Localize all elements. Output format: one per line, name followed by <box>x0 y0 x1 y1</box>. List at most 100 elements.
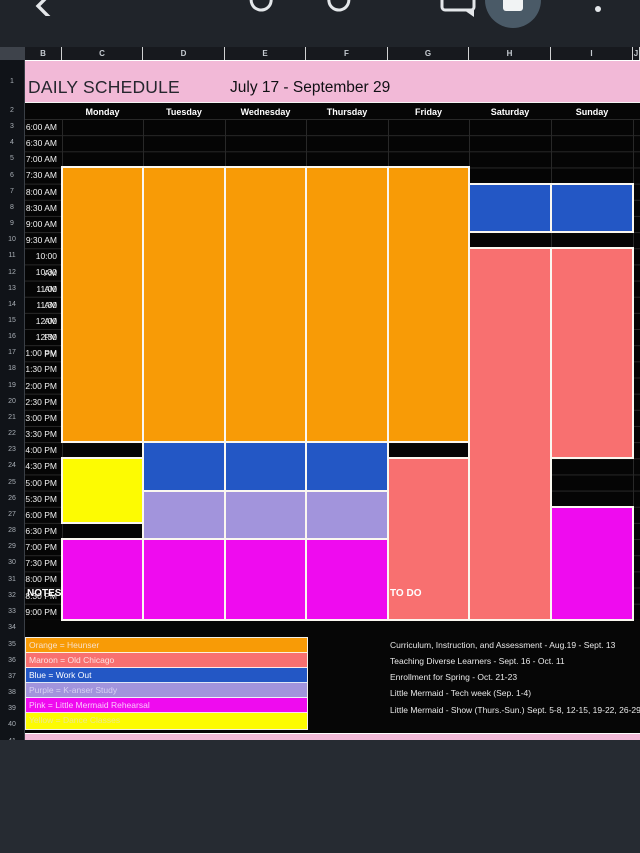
schedule-grid[interactable]: 6:00 AM 6:30 AM 7:00 AM 7:30 AM 8:00 AM 8:30 … <box>25 119 640 621</box>
schedule-block-monday-yellow[interactable] <box>61 457 144 524</box>
row-header-4[interactable]: 4 <box>10 139 14 147</box>
row-header-7[interactable]: 7 <box>10 187 14 195</box>
row-header-12[interactable]: 12 <box>8 268 16 276</box>
schedule-block-saturday-salmon[interactable] <box>468 247 552 621</box>
schedule-block-wednesday-magenta[interactable] <box>224 538 307 621</box>
schedule-block-friday-orange[interactable] <box>387 166 470 444</box>
schedule-block-thursday-blue[interactable] <box>305 441 389 492</box>
todo-item[interactable]: Little Mermaid - Show (Thurs.-Sun.) Sept… <box>390 704 640 715</box>
schedule-block-sunday-magenta[interactable] <box>550 505 634 621</box>
column-header-G[interactable]: G <box>388 47 469 60</box>
redo-icon[interactable] <box>324 0 354 14</box>
column-header-D[interactable]: D <box>143 47 225 60</box>
schedule-block-friday-salmon[interactable] <box>387 457 470 621</box>
column-header-F[interactable]: F <box>306 47 388 60</box>
column-header-J[interactable]: J <box>633 47 640 60</box>
legend-row-yellow[interactable]: Yellow = Dance Classes <box>26 713 307 729</box>
time-cell[interactable]: 1:00 PM <box>25 348 57 359</box>
row-header-6[interactable]: 6 <box>10 171 14 179</box>
row-header-31[interactable]: 31 <box>8 575 16 583</box>
row-header-3[interactable]: 3 <box>10 123 14 131</box>
legend-row-blue[interactable]: Blue = Work Out <box>26 667 307 684</box>
row-header-11[interactable]: 11 <box>8 252 16 260</box>
schedule-block-wednesday-blue[interactable] <box>224 441 307 492</box>
column-header-B[interactable]: B <box>25 47 62 60</box>
legend-row-salmon[interactable]: Maroon = Old Chicago <box>26 652 307 668</box>
row-header-17[interactable]: 17 <box>8 349 16 357</box>
schedule-block-tuesday-magenta[interactable] <box>142 538 226 621</box>
schedule-block-tuesday-blue[interactable] <box>142 441 226 492</box>
todo-item[interactable]: Little Mermaid - Tech week (Sep. 1-4) <box>390 688 532 699</box>
legend-row-magenta[interactable]: Pink = Little Mermaid Rehearsal <box>26 698 307 714</box>
time-cell[interactable]: 1:30 PM <box>25 364 57 375</box>
row-header-21[interactable]: 21 <box>8 413 16 421</box>
bottom-pink-row[interactable] <box>25 733 640 740</box>
row-header-29[interactable]: 29 <box>8 543 16 551</box>
row-header-5[interactable]: 5 <box>10 155 14 163</box>
row-header-34[interactable]: 34 <box>8 624 16 632</box>
row-header-27[interactable]: 27 <box>8 510 16 518</box>
schedule-block-sunday-salmon[interactable] <box>550 247 634 460</box>
time-cell[interactable]: 7:30 PM <box>25 558 57 569</box>
time-cell[interactable]: 9:30 AM <box>25 235 57 246</box>
row-header-15[interactable]: 15 <box>8 317 16 324</box>
todo-item[interactable]: Curriculum, Instruction, and Assessment … <box>390 640 616 650</box>
time-cell[interactable]: 7:00 AM <box>25 154 57 165</box>
row-header-1[interactable]: 1 <box>10 77 14 85</box>
row-header-8[interactable]: 8 <box>10 203 14 211</box>
schedule-block-sunday-blue[interactable] <box>550 182 634 234</box>
schedule-block-thursday-purple[interactable] <box>305 489 389 541</box>
row-header-37[interactable]: 37 <box>8 672 16 680</box>
comment-icon[interactable] <box>440 0 482 18</box>
row-header-35[interactable]: 35 <box>8 640 16 648</box>
row-header-23[interactable]: 23 <box>8 446 16 454</box>
column-header-C[interactable]: C <box>62 47 143 60</box>
row-header-26[interactable]: 26 <box>8 494 16 502</box>
time-cell[interactable]: 3:30 PM <box>25 429 57 440</box>
schedule-block-wednesday-orange[interactable] <box>224 166 307 444</box>
time-cell[interactable]: 7:30 AM <box>25 170 57 181</box>
row-header-41[interactable]: 41 <box>0 738 24 740</box>
row-header-40[interactable]: 40 <box>8 721 16 729</box>
schedule-block-wednesday-purple[interactable] <box>224 489 307 541</box>
time-cell[interactable]: 9:00 AM <box>25 218 57 229</box>
back-icon[interactable] <box>28 0 60 16</box>
time-cell[interactable]: 11:30 AM <box>36 299 57 327</box>
row-header-19[interactable]: 19 <box>8 381 16 389</box>
account-icon[interactable] <box>485 0 541 28</box>
time-cell[interactable]: 3:00 PM <box>25 412 57 423</box>
schedule-block-tuesday-purple[interactable] <box>142 489 226 541</box>
column-header-H[interactable]: H <box>469 47 551 60</box>
schedule-block-monday-orange[interactable] <box>61 166 144 444</box>
row-header-36[interactable]: 36 <box>8 656 16 664</box>
row-header-32[interactable]: 32 <box>8 591 16 599</box>
column-header-E[interactable]: E <box>225 47 306 60</box>
time-cell[interactable]: 6:00 PM <box>25 509 57 520</box>
row-header-18[interactable]: 18 <box>8 365 16 373</box>
time-cell[interactable]: 4:00 PM <box>25 445 57 456</box>
row-header-30[interactable]: 30 <box>8 559 16 567</box>
row-header-25[interactable]: 25 <box>8 478 16 486</box>
schedule-block-thursday-magenta[interactable] <box>305 538 389 621</box>
todo-item[interactable]: Enrollment for Spring - Oct. 21-23 <box>390 672 518 683</box>
time-cell[interactable]: 8:00 PM <box>25 574 57 585</box>
time-cell[interactable]: 6:30 AM <box>25 138 57 149</box>
time-cell[interactable]: 6:00 AM <box>25 122 57 132</box>
time-cell[interactable]: 4:30 PM <box>25 461 57 472</box>
time-cell[interactable]: 8:30 AM <box>25 202 57 213</box>
row-header-2[interactable]: 2 <box>10 107 14 114</box>
row-header-9[interactable]: 9 <box>10 220 14 228</box>
row-header-39[interactable]: 39 <box>8 705 16 713</box>
time-cell[interactable]: 8:30 PM <box>25 590 57 601</box>
schedule-block-thursday-orange[interactable] <box>305 166 389 444</box>
time-cell[interactable]: 12:30 PM <box>35 332 57 359</box>
title-row[interactable]: DAILY SCHEDULE July 17 - September 29 <box>25 60 640 103</box>
row-header-14[interactable]: 14 <box>8 300 16 308</box>
time-cell[interactable]: 11:00 AM <box>36 283 57 311</box>
time-cell[interactable]: 10:30 AM <box>35 267 57 294</box>
column-header-I[interactable]: I <box>551 47 633 60</box>
row-header-10[interactable]: 10 <box>8 236 16 244</box>
row-header-16[interactable]: 16 <box>8 333 16 341</box>
schedule-block-tuesday-orange[interactable] <box>142 166 226 444</box>
schedule-block-monday-magenta[interactable] <box>61 538 144 621</box>
